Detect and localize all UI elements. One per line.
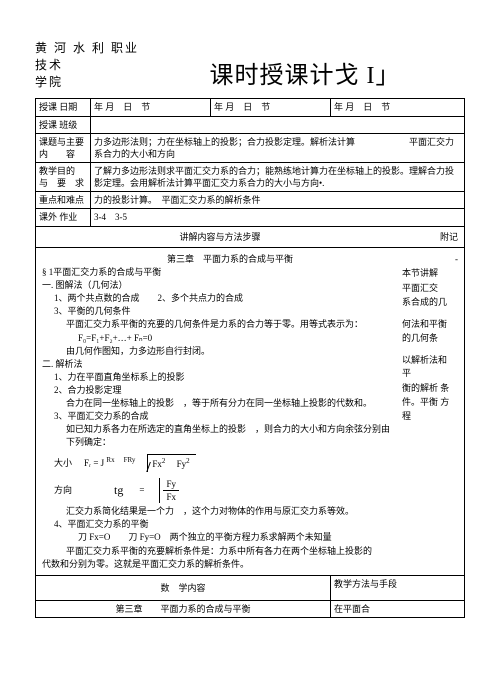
date-label: 授课 日期 [36, 99, 91, 116]
class-row: 授课 班级 [36, 116, 465, 133]
school-line2: 学院 [35, 74, 145, 91]
class-value [91, 116, 465, 133]
goal-text: 了解力多边形法则求平面汇交力系的合力；能熟练地计算力在坐标轴上的投影。理解合力投… [91, 162, 465, 191]
lecture-header-cell: 讲解内容与方法步骤 附记 [36, 226, 465, 247]
lecture-left: 第三章 平面力系的合成与平衡 § 1平面汇交力系的合成与平衡 一. 图解法（几何… [42, 252, 398, 571]
rn0: - [402, 253, 458, 267]
frac-num: Fy [163, 478, 179, 491]
lecture-body: 第三章 平面力系的合成与平衡 § 1平面汇交力系的合成与平衡 一. 图解法（几何… [36, 247, 465, 575]
rn5: 的几何条 [402, 332, 458, 346]
key-label: 重点和难点 [36, 192, 91, 209]
goal-label: 教学目的 与 要 求 [36, 162, 91, 191]
line-s12: 3、平面汇交力系的合成 [42, 410, 394, 422]
label-size: 大小 [54, 457, 72, 469]
school-name: 黄 河 水 利 职业技术 学院 [35, 40, 145, 90]
formula-size: 大小 Fᵣ = Ј Rx FRy Fx2 Fy2 [54, 454, 394, 472]
date-row: 授课 日期 年 月 日 节 年 月 日 节 年 月 日 节 [36, 99, 465, 116]
line-s9: 1、力在平面直角坐标系上的投影 [42, 371, 394, 383]
footer-col2: 教学方法与手段 [331, 575, 465, 600]
topic-label: 课题与主要 内 容 [36, 133, 91, 162]
lesson-plan-table: 授课 日期 年 月 日 节 年 月 日 节 年 月 日 节 授课 班级 课题与主… [35, 98, 465, 618]
footer-note: 在平面合 [331, 601, 465, 618]
line-s18: 代数和分别为零。这就是平面汇交力系的解析条件。 [42, 558, 394, 570]
fy2: Fy [177, 459, 187, 469]
rn1: 本节讲解 [402, 267, 458, 281]
line-s3: 1、两个共点数的合成 2、多个共点力的合成 [42, 292, 394, 304]
goal-label-1: 教学目的 [39, 166, 75, 176]
page-title: 课时授课计戈 I」 [145, 55, 465, 90]
footer-col1: 数 学内容 [36, 575, 331, 600]
frac-den: Fx [163, 491, 179, 503]
line-s16: 刀 Fx=O 刀 Fy=O 两个独立的平衡方程力系求解两个未知量 [42, 531, 394, 543]
sqrt-box: Fx2 Fy2 [147, 454, 195, 472]
lecture-body-row: 第三章 平面力系的合成与平衡 § 1平面汇交力系的合成与平衡 一. 图解法（几何… [36, 247, 465, 575]
rn8: 件。平衡 方程 [402, 396, 458, 423]
f-eq: Fᵣ = Ј [84, 458, 104, 468]
goal-label-2: 与 要 求 [39, 178, 84, 188]
rn7: 衡的解析 条 [402, 382, 458, 396]
lecture-note: 附记 [398, 231, 458, 243]
section-1: § 1平面汇交力系的合成与平衡 [42, 266, 394, 278]
footer-content-row: 第三章 平面力系的合成与平衡 在平面合 [36, 601, 465, 618]
key-text: 力的投影计算。 平面汇交力系的解析条件 [91, 192, 465, 209]
class-label: 授课 班级 [36, 116, 91, 133]
page-header: 黄 河 水 利 职业技术 学院 课时授课计戈 I」 [35, 40, 465, 90]
f-ry: FRy [124, 456, 136, 464]
line-s17: 平面汇交力系平衡的充要解析条件是：力系中所有各力在两个坐标轴上投影的 [42, 545, 394, 557]
lecture-header-row: 讲解内容与方法步骤 附记 [36, 226, 465, 247]
topic-row: 课题与主要 内 容 力多边形法则；力在坐标轴上的投影；合力投影定理。解析法计算 … [36, 133, 465, 162]
footer-header-row: 数 学内容 教学方法与手段 [36, 575, 465, 600]
hw-label: 课外 作业 [36, 209, 91, 226]
rn3: 系合成的几 [402, 296, 458, 310]
line-s7: 由几何作图知，力多边形自行封闭。 [42, 345, 394, 357]
topic-label-2: 内 容 [39, 149, 75, 159]
lecture-right-notes: - 本节讲解 平面汇交 系合成的几 何法和平衡 的几何条 以解析法和 平 衡的解… [398, 252, 458, 571]
line-s5: 平面汇交力系平衡的充要的几何条件是力系的合力等于零。用等式表示为： [42, 318, 394, 330]
lecture-header: 讲解内容与方法步骤 [42, 231, 398, 243]
topic-text: 力多边形法则；力在坐标轴上的投影；合力投影定理。解析法计算 平面汇交力系合力的大… [91, 133, 465, 162]
line-s8: 二. 解析法 [42, 358, 394, 370]
date-1: 年 月 日 节 [91, 99, 211, 116]
line-s11: 合力在同一坐标轴上的投影 ，等于所有分力在同一坐标轴上投影的代数和。 [42, 397, 394, 409]
school-line1: 黄 河 水 利 职业技术 [35, 40, 145, 74]
line-s10: 2、合力投影定理 [42, 384, 394, 396]
goal-row: 教学目的 与 要 求 了解力多边形法则求平面汇交力系的合力；能熟练地计算力在坐标… [36, 162, 465, 191]
line-s13: 如已知力系各力在所选定的直角坐标上的投影 ，则合力的大小和方向余弦分别由下列确定… [42, 423, 394, 447]
date-3: 年 月 日 节 [331, 99, 465, 116]
formula-dir: 方向 tg = Fy Fx [54, 478, 394, 503]
fraction: Fy Fx [159, 478, 179, 503]
date-2: 年 月 日 节 [211, 99, 331, 116]
topic-label-1: 课题与主要 [39, 137, 84, 147]
line-s15: 4、平面汇交力系的平衡 [42, 518, 394, 530]
key-row: 重点和难点 力的投影计算。 平面汇交力系的解析条件 [36, 192, 465, 209]
line-s4: 3、平衡的几何条件 [42, 305, 394, 317]
line-s2: 一. 图解法（几何法） [42, 279, 394, 291]
homework-row: 课外 作业 3-4 3-5 [36, 209, 465, 226]
rn4: 何法和平衡 [402, 318, 458, 332]
fx2: Fx [152, 459, 162, 469]
label-dir: 方向 [54, 484, 72, 496]
line-s14: 汇交力系简化结果是一个力 ，这个力对物体的作用与原汇交力系等效。 [42, 505, 394, 517]
f-tg: tg [114, 482, 123, 498]
f-rx: Rx [106, 456, 114, 464]
line-s6: F₀=F₁+F₂+…+ Fₙ=0 [42, 332, 394, 344]
eq-part: Fᵣ = Ј Rx FRy [84, 456, 135, 469]
rn6: 以解析法和 平 [402, 354, 458, 381]
rn2: 平面汇交 [402, 282, 458, 296]
chapter-title: 第三章 平面力系的合成与平衡 [42, 253, 394, 265]
hw-text: 3-4 3-5 [91, 209, 465, 226]
footer-chapter: 第三章 平面力系的合成与平衡 [36, 601, 331, 618]
